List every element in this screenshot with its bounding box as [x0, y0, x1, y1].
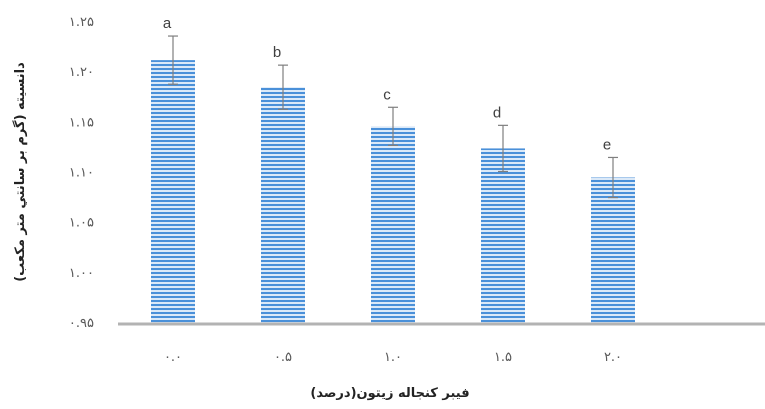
- data-labels: a b c d e: [163, 15, 611, 153]
- bars: [151, 60, 635, 323]
- y-tick-label: ۱.۱۵: [69, 115, 94, 130]
- error-bars: [168, 35, 618, 199]
- bar: [591, 177, 635, 323]
- bar: [371, 126, 415, 323]
- data-label: e: [603, 136, 611, 153]
- error-bar: [278, 64, 288, 110]
- error-bar: [168, 35, 178, 85]
- y-tick-label: ۰.۹۵: [69, 316, 94, 331]
- data-label: b: [273, 44, 281, 61]
- bar: [481, 148, 525, 323]
- bar: [261, 87, 305, 323]
- y-tick-label: ۱.۱۰: [69, 166, 94, 181]
- y-tick-labels: ۰.۹۵ ۱.۰۰ ۱.۰۵ ۱.۱۰ ۱.۱۵ ۱.۲۰ ۱.۲۵: [69, 15, 94, 331]
- x-tick-label: ۰.۰: [164, 350, 182, 365]
- error-bar: [388, 106, 398, 147]
- data-label: d: [493, 104, 501, 121]
- error-bar: [498, 124, 508, 173]
- x-tick-label: ۱.۰: [384, 350, 402, 365]
- x-tick-label: ۲.۰: [604, 350, 622, 365]
- y-tick-label: ۱.۲۵: [69, 15, 94, 30]
- x-tick-labels: ۰.۰ ۰.۵ ۱.۰ ۱.۵ ۲.۰: [164, 350, 622, 365]
- x-axis-title: فيبر كنجاله زيتون(درصد): [310, 386, 469, 401]
- data-label: c: [383, 86, 391, 103]
- data-label: a: [163, 15, 172, 32]
- y-tick-label: ۱.۲۰: [69, 65, 94, 80]
- x-tick-label: ۰.۵: [274, 350, 292, 365]
- y-axis-title: دانسيته (گرم بر سانتي متر مكعب): [12, 62, 28, 282]
- y-tick-label: ۱.۰۵: [69, 216, 94, 231]
- error-bar: [608, 156, 618, 199]
- y-tick-label: ۱.۰۰: [69, 266, 94, 281]
- x-tick-label: ۱.۵: [494, 350, 512, 365]
- bar: [151, 60, 195, 323]
